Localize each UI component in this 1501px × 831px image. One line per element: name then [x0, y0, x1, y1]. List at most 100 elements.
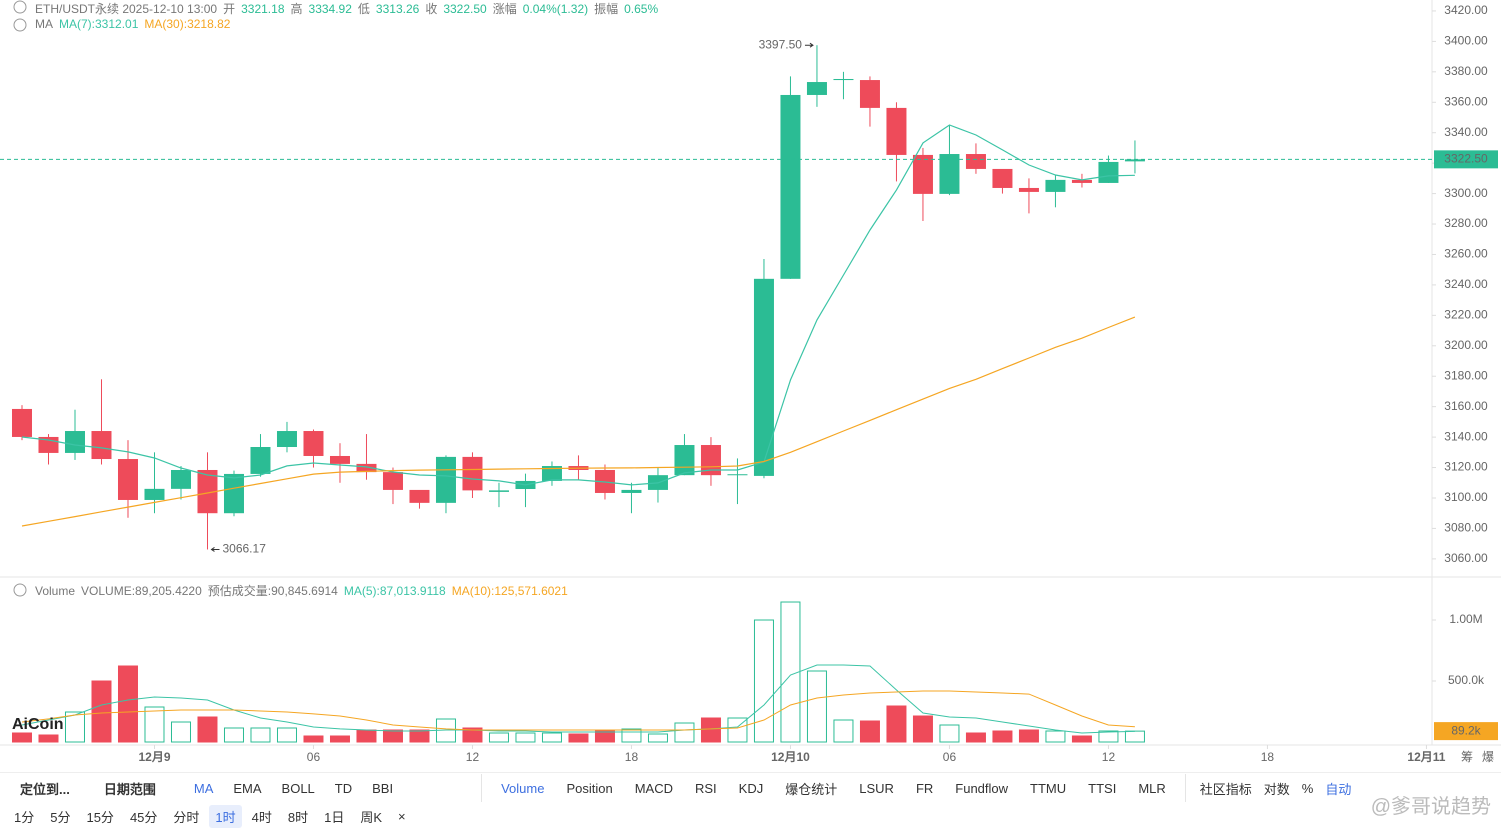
interval-button[interactable]: 4时	[251, 810, 272, 825]
interval-button[interactable]: 1日	[324, 810, 345, 825]
volume-bar	[621, 728, 642, 743]
volume-bar	[117, 665, 138, 743]
collapse-icon[interactable]	[13, 583, 27, 597]
volume-bar	[329, 735, 350, 743]
x-tick-label: 12	[466, 750, 480, 764]
indicator-button[interactable]: MACD	[634, 780, 673, 796]
volume-bar	[303, 735, 324, 743]
volume-bar	[515, 732, 536, 743]
side-button[interactable]: 筹	[1461, 750, 1473, 764]
volume-bar	[223, 727, 244, 743]
y-tick-label: 3240.00	[1444, 277, 1488, 291]
setting-button[interactable]: %	[1301, 780, 1314, 796]
indicator-button[interactable]: LSUR	[859, 780, 894, 796]
ma-legend-item: MA(30):3218.82	[144, 17, 231, 31]
volume-bar	[64, 711, 85, 743]
interval-button[interactable]: 5分	[50, 810, 71, 825]
x-tick-label: 12	[1102, 750, 1116, 764]
overlay-button[interactable]: BOLL	[281, 780, 315, 796]
indicator-button[interactable]: KDJ	[738, 780, 764, 796]
collapse-icon[interactable]	[13, 18, 27, 32]
overlay-button[interactable]: TD	[334, 780, 353, 796]
side-button[interactable]: 爆	[1482, 750, 1494, 764]
indicator-button[interactable]: MLR	[1138, 780, 1166, 796]
volume-bar	[833, 719, 854, 743]
last-price-label: 3322.50	[1444, 152, 1488, 166]
candle-body	[674, 445, 695, 476]
setting-button[interactable]: 社区指标	[1199, 781, 1252, 797]
candle-body	[780, 94, 801, 279]
y-tick-label: 3200.00	[1444, 338, 1488, 352]
volume-bar	[674, 722, 695, 743]
volume-bar	[91, 680, 112, 743]
candle-body	[939, 154, 960, 194]
indicator-button[interactable]: FR	[915, 780, 934, 796]
interval-button[interactable]: 周K	[360, 810, 383, 825]
interval-button[interactable]: 8时	[287, 810, 309, 825]
last-volume-tag	[1434, 722, 1498, 741]
volume-bar	[38, 734, 59, 743]
volume-legend-item: VOLUME:89,205.4220	[81, 584, 202, 598]
interval-button[interactable]: 1时	[209, 805, 242, 828]
candle-body	[753, 278, 774, 476]
interval-button[interactable]: 1分	[14, 810, 35, 825]
overlay-button[interactable]: BBI	[372, 780, 394, 796]
candle-body	[1098, 161, 1119, 183]
indicator-button[interactable]: TTMU	[1030, 780, 1067, 796]
candle-body	[886, 107, 907, 155]
volume-bar	[11, 732, 32, 743]
volume-bar	[1045, 730, 1066, 743]
indicator-button[interactable]: TTSI	[1088, 780, 1117, 796]
volume-bar	[939, 724, 960, 743]
setting-button[interactable]: 对数	[1263, 781, 1290, 797]
overlay-button[interactable]: MA	[193, 780, 214, 796]
volume-bar	[144, 706, 165, 743]
candle-body	[197, 469, 218, 514]
toolbar-button[interactable]: 定位到...	[20, 781, 70, 797]
interval-button[interactable]: ×	[398, 809, 406, 824]
y-tick-label: 3340.00	[1444, 125, 1488, 139]
y-tick-label: 3140.00	[1444, 429, 1488, 443]
candle-body	[356, 463, 377, 473]
collapse-icon[interactable]	[13, 0, 27, 14]
indicator-button[interactable]: Fundflow	[955, 780, 1009, 796]
watermark: @爹哥说趋势	[1370, 796, 1491, 818]
header-item: 0.04%(1.32)	[522, 2, 589, 16]
candle-body	[488, 490, 509, 492]
indicator-button[interactable]: 爆仓统计	[785, 781, 838, 797]
volume-legend-item: MA(5):87,013.9118	[343, 584, 446, 598]
volume-bar	[780, 601, 801, 743]
candle-body	[409, 489, 430, 503]
interval-button[interactable]: 45分	[129, 810, 158, 825]
volume-bar	[727, 717, 748, 743]
candle-body	[1018, 187, 1039, 192]
candle-body	[806, 82, 827, 95]
volume-bar	[541, 732, 562, 743]
volume-bar	[886, 705, 907, 743]
volume-bar	[594, 730, 615, 743]
volume-legend: Volume VOLUME:89,205.4220 预估成交量:90,845.691…	[35, 582, 574, 599]
candle-body	[727, 474, 748, 476]
interval-button[interactable]: 分时	[173, 810, 200, 825]
candle-body	[91, 431, 112, 460]
y-tick-label: 3220.00	[1444, 308, 1488, 322]
overlay-button[interactable]: EMA	[233, 780, 262, 796]
indicator-button[interactable]: Position	[566, 780, 613, 796]
toolbar-button[interactable]: 日期范围	[103, 781, 156, 797]
interval-button[interactable]: 15分	[86, 810, 114, 825]
indicator-button[interactable]: RSI	[695, 780, 717, 796]
header-item: 3321.18	[241, 2, 285, 16]
low-annotation: 3066.17	[222, 542, 266, 556]
indicator-button[interactable]: Volume	[501, 780, 545, 796]
x-tick-label: 12月10	[771, 750, 810, 764]
candle-body	[700, 445, 721, 476]
candle-body	[11, 408, 32, 437]
x-tick-label: 12月9	[138, 750, 170, 764]
header-item: 低	[357, 2, 370, 16]
logo: AiCoin	[12, 716, 64, 733]
candle-body	[1124, 159, 1145, 162]
setting-button[interactable]: 自动	[1325, 781, 1352, 797]
ma-line	[21, 664, 1135, 734]
y-tick-label: 3300.00	[1444, 186, 1488, 200]
